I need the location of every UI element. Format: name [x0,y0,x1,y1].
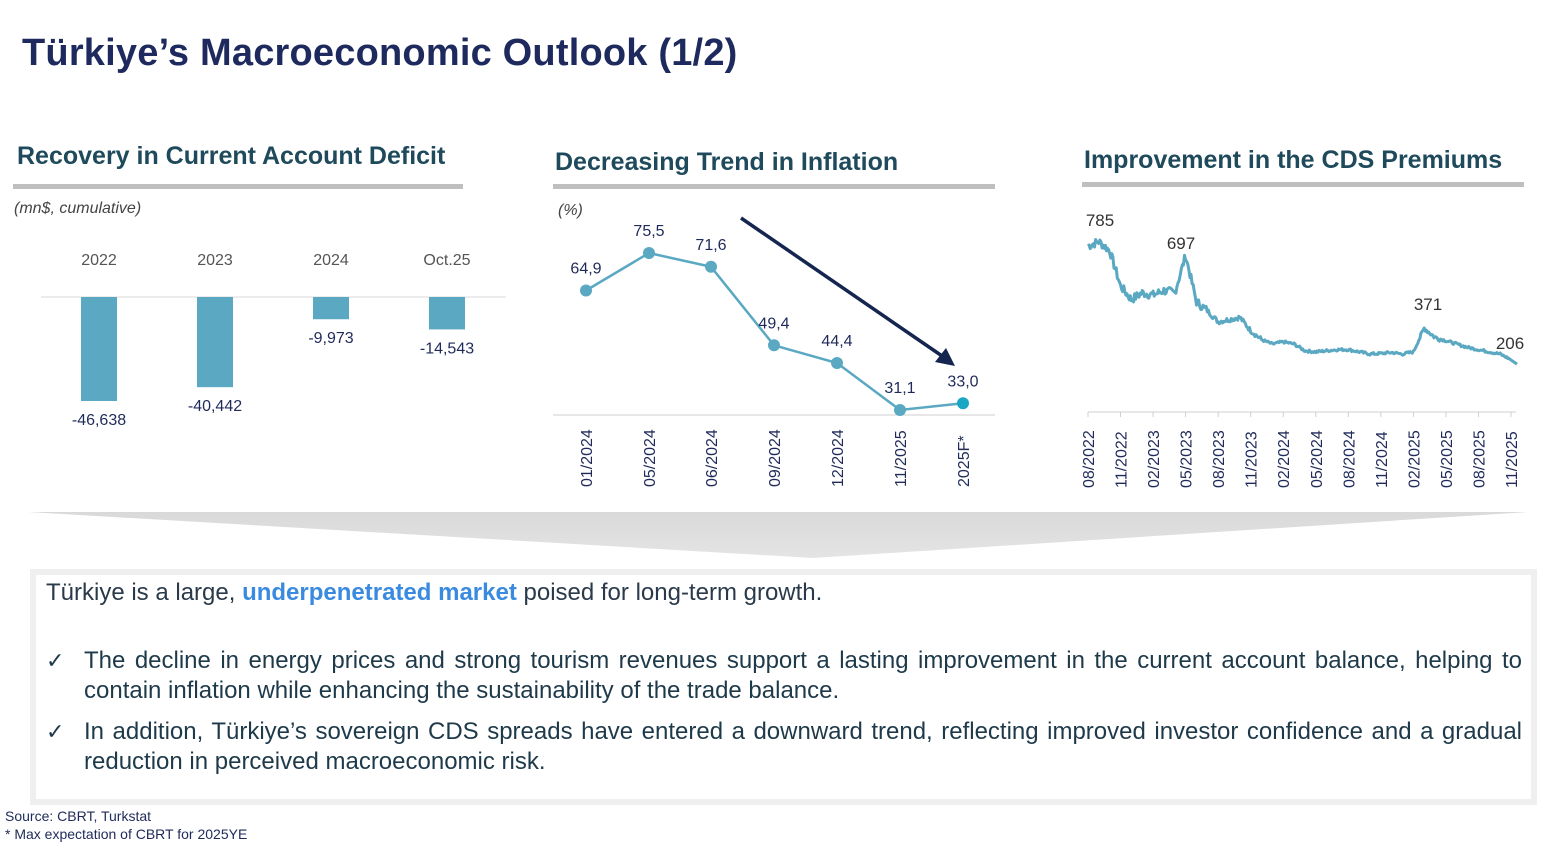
category-label: 2024 [313,252,349,269]
cds-title: Improvement in the CDS Premiums [1084,146,1503,174]
cds-x-tick-label: 02/2024 [1276,430,1293,488]
cds-x-tick-label: 08/2025 [1471,430,1488,488]
lead-prefix: Türkiye is a large, [46,579,243,606]
forecast-note: * Max expectation of CBRT for 2025YE [5,826,248,842]
cds-x-tick-label: 11/2023 [1244,431,1261,488]
inflation-point [768,339,780,352]
inflation-value-label: 71,6 [695,237,726,254]
bar-value-label: -14,543 [420,340,474,357]
category-label: Oct.25 [423,252,470,269]
bar [197,297,233,388]
current-account-title-rule [13,184,463,189]
cds-x-tick-label: 08/2022 [1081,430,1098,488]
cds-annotation-label: 697 [1167,234,1195,253]
cds-x-tick-label: 05/2023 [1179,430,1196,488]
inflation-unit: (%) [558,202,583,219]
category-label: 2023 [197,252,233,269]
cds-series-line [1086,238,1518,366]
inflation-point [643,247,655,259]
inflation-x-tick-label: 09/2024 [767,429,784,487]
cds-x-tick-label: 08/2024 [1341,430,1358,488]
cds-x-tick-label: 11/2025 [1504,431,1521,488]
footnotes: Source: CBRT, Turkstat * Max expectation… [5,807,247,843]
summary-bullet: ✓ The decline in energy prices and stron… [46,646,1522,706]
inflation-x-tick-label: 06/2024 [704,429,721,487]
cds-x-tick-label: 11/2024 [1374,431,1391,488]
cds-x-tick-label: 02/2023 [1146,430,1163,488]
inflation-point [580,284,592,297]
checkmark-icon: ✓ [46,719,65,744]
inflation-value-label: 75,5 [633,223,664,240]
cds-line-chart: 08/2022 11/2022 02/2023 05/2023 08/2023 11/20… [1081,211,1524,488]
bar [429,297,465,330]
summary-bullet: ✓ In addition, Türkiye’s sovereign CDS s… [46,717,1522,777]
cds-x-tick-label: 05/2024 [1309,430,1326,488]
bar-value-label: -46,638 [72,412,126,429]
inflation-value-label: 64,9 [570,260,601,277]
inflation-x-tick-label: 05/2024 [642,429,659,487]
cds-x-tick-label: 11/2022 [1114,431,1131,488]
source-note: Source: CBRT, Turkstat [5,808,152,824]
inflation-line-chart: 64,9 01/2024 75,5 05/2024 71,6 06/2024 49,4 09/… [553,216,995,487]
inflation-point [705,260,717,273]
inflation-value-label: 33,0 [947,373,978,390]
lead-highlight: underpenetrated market [242,579,517,606]
cds-annotation-label: 206 [1496,334,1524,353]
page-title: Türkiye’s Macroeconomic Outlook (1/2) [22,32,738,74]
inflation-x-tick-label: 12/2024 [830,429,847,487]
inflation-point [894,404,906,416]
bullet-text: The decline in energy prices and strong … [84,647,1522,704]
summary-box [36,575,1531,799]
current-account-unit: (mn$, cumulative) [14,200,142,217]
inflation-value-label: 49,4 [758,315,789,332]
cds-annotation-label: 785 [1086,211,1114,230]
bar-value-label: -40,442 [188,398,242,415]
inflation-title: Decreasing Trend in Inflation [555,148,899,176]
bar [313,297,349,320]
inflation-point [831,356,843,369]
summary-lead: Türkiye is a large, underpenetrated mark… [46,579,822,607]
cds-title-rule [1082,182,1524,187]
bar-value-label: -9,973 [308,330,353,347]
bullet-text: In addition, Türkiye’s sovereign CDS spr… [84,718,1522,775]
current-account-title: Recovery in Current Account Deficit [17,142,446,170]
inflation-x-tick-label: 01/2024 [579,429,596,487]
checkmark-icon: ✓ [46,648,65,673]
inflation-value-label: 44,4 [821,333,852,350]
category-label: 2022 [81,252,117,269]
cds-annotation-label: 371 [1414,295,1442,314]
cds-x-tick-label: 05/2025 [1439,430,1456,488]
trend-arrow-line [740,216,946,360]
cds-x-tick-label: 08/2023 [1211,430,1228,488]
inflation-point [957,397,969,410]
inflation-title-rule [553,184,995,189]
chevron-down-divider [28,512,1528,558]
cds-x-tick-label: 02/2025 [1406,430,1423,488]
bar [81,297,117,401]
current-account-bar-chart: 2022 -46,638 2023 -40,442 2024 -9,973 Oct.25 -1… [41,252,506,429]
trend-arrow-head [935,348,955,366]
inflation-x-tick-label: 11/2025 [893,430,910,487]
inflation-value-label: 31,1 [884,380,915,397]
lead-suffix: poised for long-term growth. [516,579,823,606]
inflation-x-tick-label: 2025F* [956,435,973,487]
